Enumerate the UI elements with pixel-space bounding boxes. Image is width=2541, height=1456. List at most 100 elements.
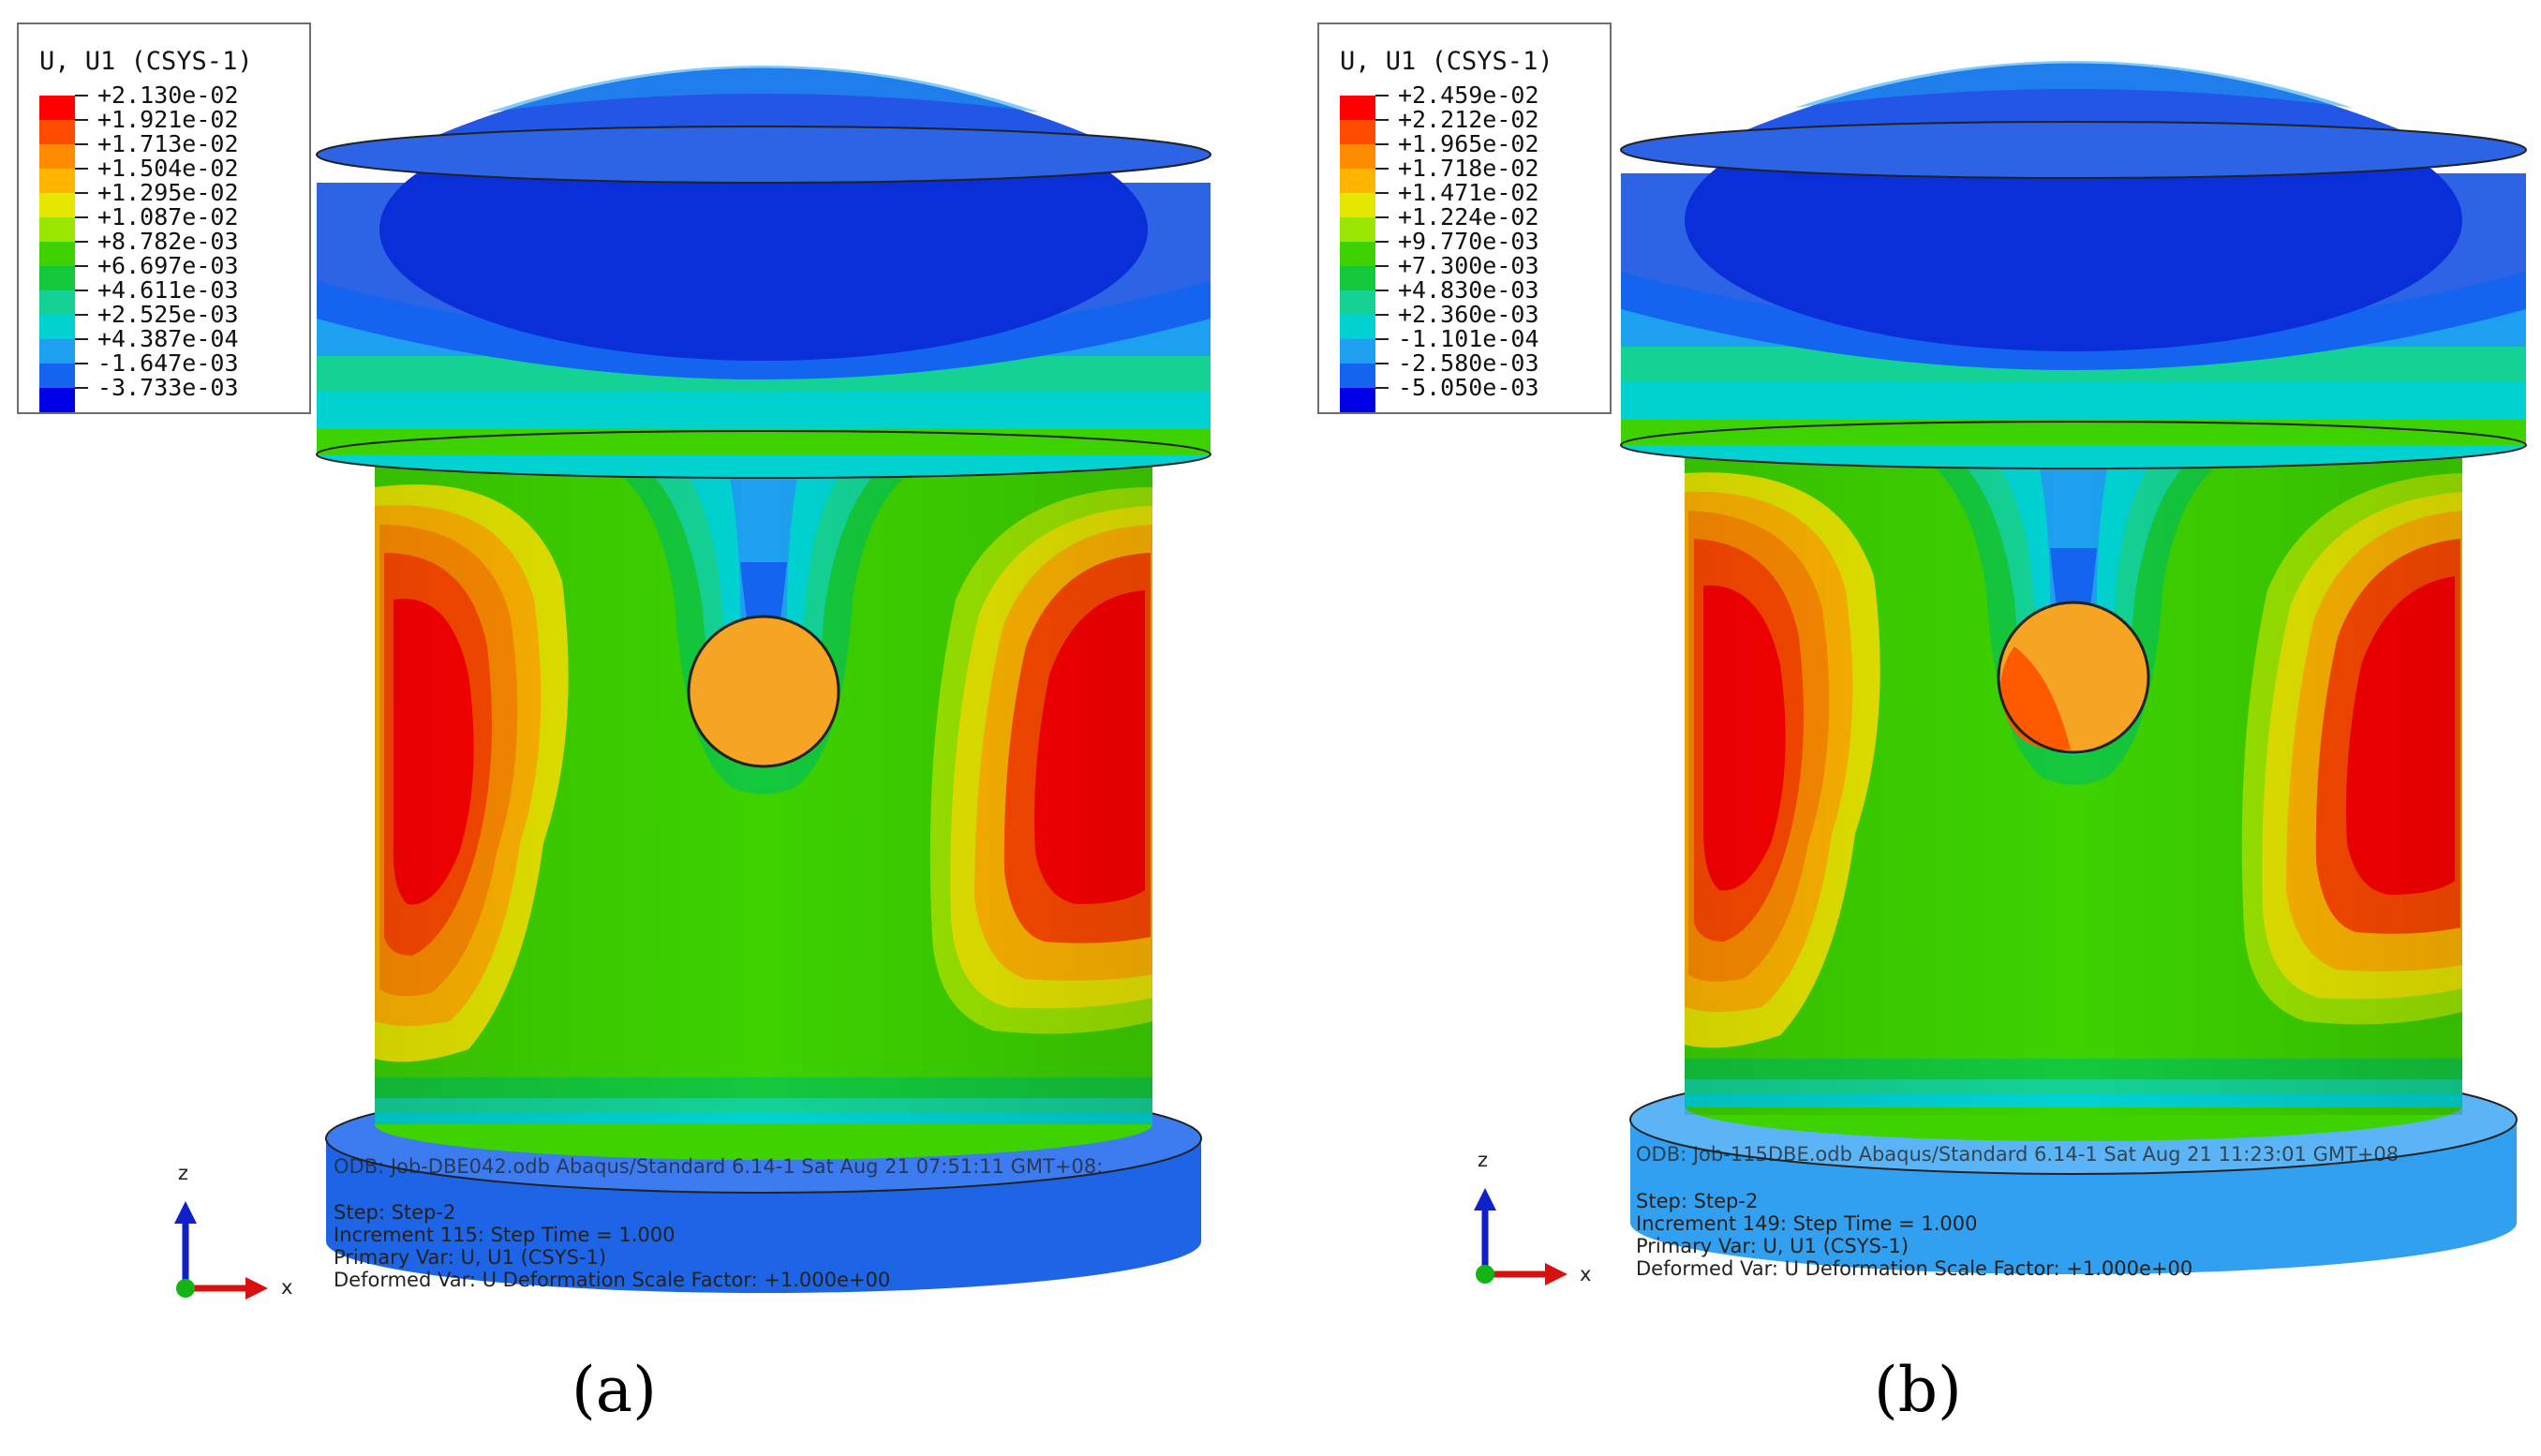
triad-z-label: z (1478, 1149, 1489, 1171)
legend-value: +1.965e-02 (1398, 130, 1539, 157)
triad-x-label: x (281, 1276, 293, 1299)
legend-value: +1.471e-02 (1398, 179, 1539, 206)
legend-swatch (39, 315, 75, 339)
legend-swatch (1340, 339, 1375, 364)
legend-value: +6.697e-03 (97, 252, 239, 279)
triad-x-label: x (1580, 1263, 1592, 1285)
legend-swatch (1340, 315, 1375, 339)
legend-swatch (39, 339, 75, 364)
legend-swatch (1340, 96, 1375, 120)
legend-swatch (39, 169, 75, 193)
legend-tick (1375, 192, 1389, 194)
legend-value: +1.295e-02 (97, 179, 239, 206)
panel-b: U, U1 (CSYS-1) +2.459e-02 +2.212e-02 +1.96… (1302, 0, 2541, 1456)
legend-swatch (1340, 364, 1375, 388)
contour-plot-b (1474, 61, 2527, 1285)
legend-value: +2.360e-03 (1398, 301, 1539, 328)
legend-swatch (39, 193, 75, 217)
legend-tick (75, 241, 88, 243)
panel-a: U, U1 (CSYS-1) +2.130e-02 +1.921e-02 +1.71… (0, 0, 1270, 1456)
body-cylinder-b (1685, 440, 2462, 1141)
panel-label-b: (b) (1874, 1354, 1962, 1426)
legend-tick (1375, 119, 1389, 121)
legend-tick (75, 95, 88, 97)
increment-info: Increment 115: Step Time = 1.000 (334, 1224, 676, 1246)
legend-tick (75, 216, 88, 218)
legend-tick (75, 387, 88, 389)
legend-value: +2.130e-02 (97, 82, 239, 109)
legend-swatch (39, 96, 75, 120)
legend-swatch (39, 266, 75, 290)
legend-value: +1.713e-02 (97, 130, 239, 157)
legend-value: +4.830e-03 (1398, 276, 1539, 304)
legend-swatch (1340, 120, 1375, 144)
legend-swatch (39, 217, 75, 242)
step-info: Step: Step-2 (334, 1201, 456, 1224)
legend-value: +2.459e-02 (1398, 82, 1539, 109)
legend-tick (75, 363, 88, 364)
legend-value: +2.212e-02 (1398, 106, 1539, 133)
legend-value: +2.525e-03 (97, 301, 239, 328)
legend-swatch (1340, 217, 1375, 242)
panel-label-a: (a) (572, 1354, 657, 1426)
step-info: Step: Step-2 (1636, 1190, 1759, 1212)
legend-value: +1.224e-02 (1398, 203, 1539, 230)
triad-a (174, 1201, 268, 1300)
legend-swatch (1340, 169, 1375, 193)
legend-swatch (1340, 144, 1375, 169)
increment-info: Increment 149: Step Time = 1.000 (1636, 1212, 1978, 1235)
legend-value: +4.611e-03 (97, 276, 239, 304)
legend-value: +7.300e-03 (1398, 252, 1539, 279)
odb-info: ODB: Job-DBE042.odb Abaqus/Standard 6.14… (334, 1155, 1104, 1178)
odb-info: ODB: Job-115DBE.odb Abaqus/Standard 6.14… (1636, 1143, 2400, 1166)
legend-tick (1375, 338, 1389, 340)
legend-swatch (1340, 266, 1375, 290)
legend-value: -5.050e-03 (1398, 374, 1539, 401)
legend-swatch (39, 120, 75, 144)
legend-tick (1375, 387, 1389, 389)
legend-tick (1375, 290, 1389, 291)
deformed-var-info: Deformed Var: U Deformation Scale Factor… (1636, 1257, 2193, 1280)
legend-value: -1.101e-04 (1398, 325, 1539, 352)
legend-tick (75, 314, 88, 316)
legend-swatch (39, 144, 75, 169)
legend-swatch (1340, 388, 1375, 412)
primary-var-info: Primary Var: U, U1 (CSYS-1) (334, 1246, 607, 1269)
triad-b (1474, 1188, 1568, 1285)
pin-a (687, 615, 840, 768)
legend-title: U, U1 (CSYS-1) (39, 47, 253, 76)
legend-tick (1375, 314, 1389, 316)
legend-value: +4.387e-04 (97, 325, 239, 352)
legend-tick (75, 338, 88, 340)
legend-value: +1.921e-02 (97, 106, 239, 133)
legend-tick (1375, 265, 1389, 267)
color-legend-a: U, U1 (CSYS-1) +2.130e-02 +1.921e-02 +1.71… (17, 22, 311, 414)
legend-tick (75, 192, 88, 194)
legend-tick (75, 290, 88, 291)
triad-z-label: z (178, 1162, 189, 1184)
legend-tick (75, 143, 88, 145)
legend-tick (75, 265, 88, 267)
legend-value: +1.504e-02 (97, 155, 239, 182)
legend-value: +8.782e-03 (97, 228, 239, 255)
legend-tick (75, 119, 88, 121)
pin-b (1997, 601, 2150, 754)
cap-ring-a (316, 98, 1211, 479)
deformed-var-info: Deformed Var: U Deformation Scale Factor… (334, 1269, 891, 1291)
legend-swatch (39, 388, 75, 412)
legend-tick (75, 168, 88, 170)
legend-value: -1.647e-03 (97, 349, 239, 377)
legend-tick (1375, 241, 1389, 243)
legend-swatch (1340, 290, 1375, 315)
body-cylinder-a (375, 450, 1152, 1160)
legend-swatch (1340, 242, 1375, 266)
legend-tick (1375, 95, 1389, 97)
legend-swatch (39, 290, 75, 315)
primary-var-info: Primary Var: U, U1 (CSYS-1) (1636, 1235, 1909, 1257)
color-legend-b: U, U1 (CSYS-1) +2.459e-02 +2.212e-02 +1.96… (1317, 22, 1612, 414)
legend-tick (1375, 363, 1389, 364)
legend-value: -2.580e-03 (1398, 349, 1539, 377)
legend-swatch (1340, 193, 1375, 217)
dome-a (316, 66, 1211, 184)
legend-value: +9.770e-03 (1398, 228, 1539, 255)
